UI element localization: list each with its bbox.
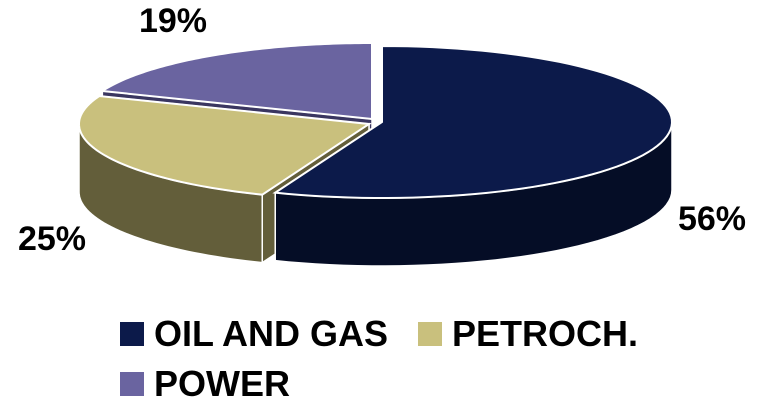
data-label-petroch: 25%	[18, 220, 86, 258]
data-label-power: 19%	[139, 2, 207, 40]
legend-label-oil-and-gas: OIL AND GAS	[154, 313, 388, 354]
legend-swatch-petroch	[418, 322, 442, 346]
legend-label-power: POWER	[154, 363, 290, 404]
chart-legend: OIL AND GAS PETROCH. POWER	[120, 313, 638, 404]
legend-swatch-oil-and-gas	[120, 322, 144, 346]
pie-labels: 56% 25% 19%	[18, 2, 746, 258]
pie-slice-oil-and-gas	[272, 44, 673, 199]
data-label-oil-and-gas: 56%	[678, 200, 746, 238]
legend-item-oil-and-gas: OIL AND GAS	[120, 313, 388, 354]
legend-item-power: POWER	[120, 363, 290, 404]
legend-item-petroch: PETROCH.	[418, 313, 638, 354]
pie-tops	[77, 41, 673, 199]
pie-slice-petroch	[77, 94, 372, 196]
legend-label-petroch: PETROCH.	[452, 313, 638, 354]
pie-slice-power	[99, 41, 373, 121]
legend-swatch-power	[120, 372, 144, 396]
